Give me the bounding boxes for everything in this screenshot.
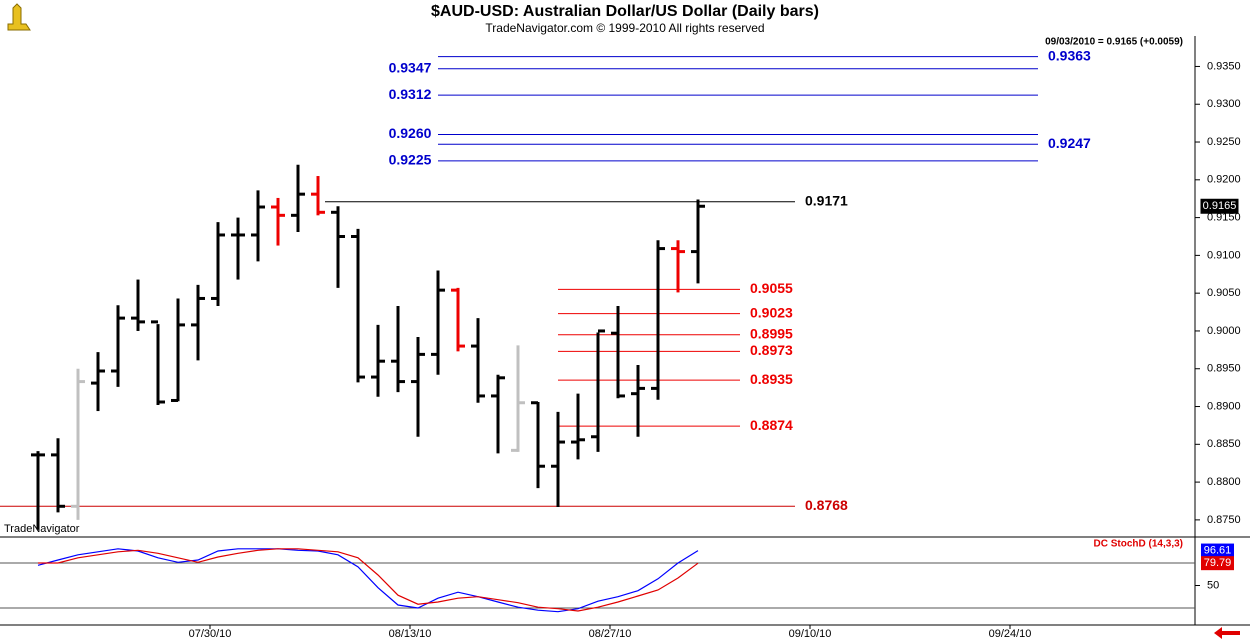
y-tick-label: 0.9200 — [1207, 174, 1241, 186]
level-label: 0.9260 — [389, 125, 432, 141]
y-tick-label: 0.9300 — [1207, 98, 1241, 110]
x-tick-label: 08/13/10 — [389, 628, 432, 640]
level-label: 0.8874 — [750, 417, 793, 433]
x-tick-label: 09/10/10 — [789, 628, 832, 640]
y-tick-label: 0.9150 — [1207, 212, 1241, 224]
level-label: 0.9347 — [389, 59, 432, 75]
y-tick-label: 0.9000 — [1207, 325, 1241, 337]
x-tick-label: 09/24/10 — [989, 628, 1032, 640]
level-label: 0.9247 — [1048, 135, 1091, 151]
level-label: 0.8995 — [750, 325, 793, 341]
level-label: 0.8973 — [750, 342, 793, 358]
level-label: 0.9312 — [389, 86, 432, 102]
y-tick-label: 0.9250 — [1207, 136, 1241, 148]
y-tick-label: 0.8850 — [1207, 438, 1241, 450]
y-tick-label: 0.8750 — [1207, 514, 1241, 526]
last-value-label: 96.61 — [1204, 544, 1232, 556]
level-label: 0.9023 — [750, 304, 793, 320]
level-label: 0.9225 — [389, 152, 432, 168]
indicator-line — [37, 548, 699, 613]
y-tick-label: 0.9350 — [1207, 60, 1241, 72]
y-tick-label: 0.9100 — [1207, 249, 1241, 261]
last-quote: 09/03/2010 = 0.9165 (+0.0059) — [1045, 37, 1183, 48]
scroll-arrow[interactable] — [1214, 627, 1240, 639]
y-tick-label: 0.8950 — [1207, 363, 1241, 375]
logo — [7, 3, 31, 31]
y-tick-label: 0.9050 — [1207, 287, 1241, 299]
level-label: 0.8768 — [805, 497, 848, 513]
x-tick-label: 07/30/10 — [189, 628, 232, 640]
y-tick-label: 50 — [1207, 579, 1219, 591]
watermark: TradeNavigator — [4, 523, 80, 535]
chart-subtitle: TradeNavigator.com © 1999-2010 All right… — [485, 21, 764, 35]
last-price-box — [1200, 198, 1239, 214]
level-label: 0.9055 — [750, 280, 793, 296]
x-tick-label: 08/27/10 — [589, 628, 632, 640]
y-tick-label: 0.8900 — [1207, 400, 1241, 412]
indicator-line — [38, 548, 699, 612]
level-label: 0.9363 — [1048, 47, 1091, 63]
last-value-box — [1201, 543, 1234, 558]
level-label: 0.9171 — [805, 192, 848, 208]
last-value-label: 79.79 — [1204, 557, 1232, 569]
chart-title: $AUD-USD: Australian Dollar/US Dollar (D… — [431, 3, 819, 20]
indicator-title: DC StochD (14,3,3) — [1094, 539, 1183, 550]
y-tick-label: 0.8800 — [1207, 476, 1241, 488]
last-price-label: 0.9165 — [1203, 200, 1237, 212]
level-label: 0.8935 — [750, 371, 793, 387]
last-value-box — [1201, 556, 1234, 571]
